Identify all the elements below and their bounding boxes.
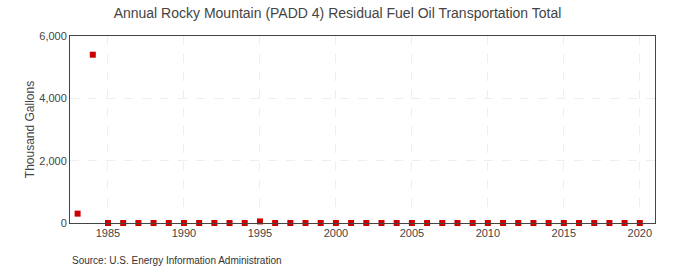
svg-text:Annual Rocky Mountain (PADD 4): Annual Rocky Mountain (PADD 4) Residual … xyxy=(114,5,562,21)
svg-text:1990: 1990 xyxy=(172,227,196,239)
svg-text:Source: U.S. Energy Informatio: Source: U.S. Energy Information Administ… xyxy=(72,255,282,266)
svg-text:1995: 1995 xyxy=(248,227,272,239)
svg-text:0: 0 xyxy=(61,217,67,229)
svg-text:2000: 2000 xyxy=(324,227,348,239)
svg-text:4,000: 4,000 xyxy=(39,92,67,104)
svg-text:2010: 2010 xyxy=(476,227,500,239)
svg-text:2005: 2005 xyxy=(400,227,424,239)
svg-text:Thousand Gallons: Thousand Gallons xyxy=(23,81,37,178)
svg-text:2020: 2020 xyxy=(628,227,652,239)
svg-text:2,000: 2,000 xyxy=(39,155,67,167)
svg-text:2015: 2015 xyxy=(552,227,576,239)
svg-text:1985: 1985 xyxy=(96,227,120,239)
svg-text:6,000: 6,000 xyxy=(39,30,67,42)
